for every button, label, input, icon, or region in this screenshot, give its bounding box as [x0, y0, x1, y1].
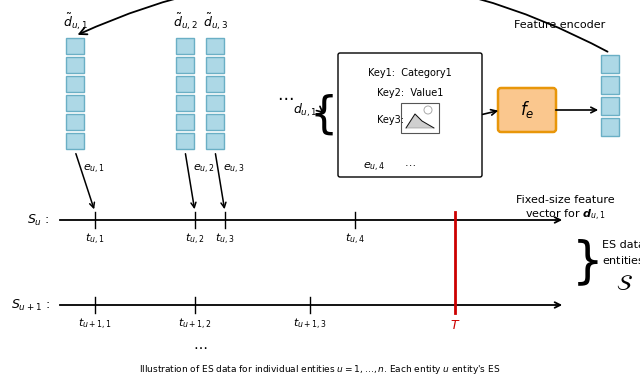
- FancyBboxPatch shape: [66, 38, 84, 54]
- FancyBboxPatch shape: [66, 114, 84, 130]
- Text: $S_u$ :: $S_u$ :: [28, 212, 50, 228]
- Text: }: }: [572, 239, 604, 286]
- Text: Feature encoder: Feature encoder: [515, 20, 605, 30]
- FancyBboxPatch shape: [206, 76, 224, 92]
- FancyBboxPatch shape: [176, 133, 194, 149]
- Text: $\tilde{d}_{u,1}$: $\tilde{d}_{u,1}$: [63, 11, 88, 32]
- FancyBboxPatch shape: [66, 57, 84, 73]
- FancyBboxPatch shape: [601, 97, 619, 115]
- FancyBboxPatch shape: [66, 95, 84, 111]
- FancyBboxPatch shape: [176, 57, 194, 73]
- FancyBboxPatch shape: [401, 103, 439, 133]
- FancyBboxPatch shape: [206, 95, 224, 111]
- FancyBboxPatch shape: [206, 57, 224, 73]
- FancyBboxPatch shape: [66, 76, 84, 92]
- FancyBboxPatch shape: [498, 88, 556, 132]
- Text: $T$: $T$: [450, 319, 460, 332]
- Text: $d_{u,1}$: $d_{u,1}$: [293, 101, 318, 119]
- Text: $t_{u,1}$: $t_{u,1}$: [85, 232, 105, 247]
- Text: $t_{u+1,1}$: $t_{u+1,1}$: [78, 317, 112, 332]
- Text: Key2:  Value1: Key2: Value1: [377, 88, 443, 98]
- Text: $\ldots$: $\ldots$: [193, 338, 207, 352]
- Text: $\ldots$: $\ldots$: [276, 86, 293, 104]
- FancyBboxPatch shape: [206, 114, 224, 130]
- Text: $e_{u,1}$: $e_{u,1}$: [83, 163, 105, 176]
- FancyBboxPatch shape: [601, 76, 619, 94]
- Text: {: {: [310, 93, 338, 137]
- FancyBboxPatch shape: [176, 38, 194, 54]
- FancyBboxPatch shape: [601, 55, 619, 73]
- Text: ES data set for all: ES data set for all: [602, 239, 640, 249]
- Text: $\tilde{d}_{u,2}$: $\tilde{d}_{u,2}$: [173, 11, 197, 32]
- Text: $t_{u+1,2}$: $t_{u+1,2}$: [178, 317, 212, 332]
- Text: $e_{u,2}$: $e_{u,2}$: [193, 163, 215, 176]
- Text: vector for $\boldsymbol{d}_{u,1}$: vector for $\boldsymbol{d}_{u,1}$: [525, 208, 605, 223]
- FancyBboxPatch shape: [176, 114, 194, 130]
- FancyBboxPatch shape: [206, 38, 224, 54]
- Text: Illustration of ES data for individual entities $u = 1, \ldots, n$. Each entity : Illustration of ES data for individual e…: [140, 364, 500, 376]
- Polygon shape: [406, 114, 434, 128]
- FancyBboxPatch shape: [601, 118, 619, 136]
- Text: $t_{u,3}$: $t_{u,3}$: [215, 232, 235, 247]
- FancyBboxPatch shape: [338, 53, 482, 177]
- Text: $\ldots$: $\ldots$: [404, 158, 416, 168]
- Text: $e_{u,4}$: $e_{u,4}$: [363, 161, 385, 174]
- FancyArrowPatch shape: [79, 0, 607, 52]
- Text: Key3:: Key3:: [376, 115, 403, 125]
- FancyBboxPatch shape: [206, 133, 224, 149]
- Text: $S_{u+1}$ :: $S_{u+1}$ :: [11, 298, 50, 313]
- Text: Key1:  Category1: Key1: Category1: [368, 68, 452, 78]
- FancyBboxPatch shape: [176, 76, 194, 92]
- Text: $t_{u+1,3}$: $t_{u+1,3}$: [293, 317, 327, 332]
- FancyBboxPatch shape: [66, 133, 84, 149]
- Text: $\mathcal{S}$: $\mathcal{S}$: [616, 274, 632, 295]
- Text: $t_{u,2}$: $t_{u,2}$: [186, 232, 205, 247]
- Text: $t_{u,4}$: $t_{u,4}$: [345, 232, 365, 247]
- FancyBboxPatch shape: [176, 95, 194, 111]
- Text: $\tilde{d}_{u,3}$: $\tilde{d}_{u,3}$: [202, 11, 227, 32]
- Text: $e_{u,3}$: $e_{u,3}$: [223, 163, 245, 176]
- Text: $f_e$: $f_e$: [520, 100, 534, 120]
- Text: entities $\boldsymbol{u} \in U$: entities $\boldsymbol{u} \in U$: [602, 254, 640, 266]
- Text: Fixed-size feature: Fixed-size feature: [516, 195, 614, 205]
